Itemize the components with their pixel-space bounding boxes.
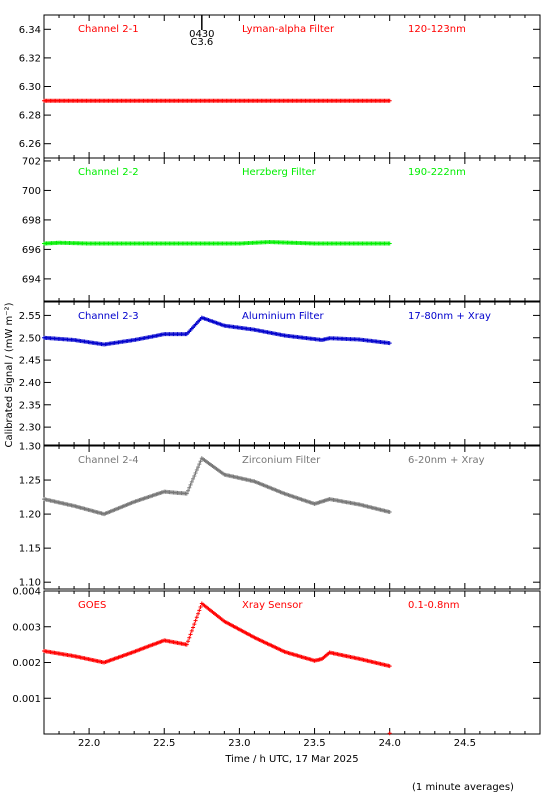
ch24-series	[42, 456, 392, 517]
goes-point	[196, 611, 201, 616]
ch23-label-1: Aluminium Filter	[242, 311, 325, 322]
goes-ytick-label: 0.003	[12, 622, 41, 633]
ch23-ytick-label: 2.55	[19, 311, 41, 322]
ch22-ytick-label: 700	[22, 186, 41, 197]
goes-point	[193, 618, 198, 623]
ch24-point	[197, 462, 202, 467]
ch24-ytick-label: 1.25	[19, 476, 41, 487]
ch24-point	[193, 471, 198, 476]
ch24-point	[198, 459, 203, 464]
goes-point	[192, 622, 197, 627]
ch22-label-0: Channel 2-2	[78, 167, 139, 178]
ch21-ytick-label: 6.32	[19, 53, 41, 64]
ch24-point	[189, 479, 194, 484]
goes-point	[387, 731, 392, 736]
ch22-ytick-label: 696	[22, 245, 41, 256]
ch22-ytick-label: 698	[22, 215, 41, 226]
ch23-series	[42, 315, 392, 347]
ch23-point	[387, 341, 392, 346]
ch24-point	[196, 465, 201, 470]
goes-ytick-label: 0.004	[12, 587, 41, 598]
ch24-label-1: Zirconium Filter	[242, 455, 321, 466]
ch21-label-1: Lyman-alpha Filter	[242, 24, 335, 35]
goes-point	[188, 632, 193, 637]
y-axis-title: Calibrated Signal / (mW m⁻²)	[4, 302, 15, 447]
ch24-point	[194, 468, 199, 473]
ch22-series	[42, 240, 392, 246]
ch22-label-2: 190-222nm	[408, 167, 466, 178]
goes-point	[387, 664, 392, 669]
goes-ytick-label: 0.001	[12, 694, 41, 705]
goes-point	[184, 642, 189, 647]
goes-point	[191, 625, 196, 630]
ch24-point	[186, 488, 191, 493]
goes-ytick-label: 0.002	[12, 658, 41, 669]
ch24-point	[387, 510, 392, 515]
ch22-frame	[43, 157, 541, 302]
ch21-ytick-label: 6.26	[19, 139, 41, 150]
x-tick-label: 24.0	[379, 738, 401, 749]
ch21-ytick-label: 6.30	[19, 82, 41, 93]
ch21-ytick-label: 6.34	[19, 25, 41, 36]
ch24-point	[188, 482, 193, 487]
x-tick-label: 23.0	[228, 738, 250, 749]
goes-point	[186, 639, 191, 644]
ch24-ytick-label: 1.15	[19, 544, 41, 555]
x-tick-label: 23.5	[303, 738, 325, 749]
ch24-point	[191, 476, 196, 481]
ch23-ytick-label: 2.40	[19, 378, 41, 389]
ch24-frame	[43, 445, 541, 590]
ch24-point	[192, 473, 197, 478]
ch21-flare-label: C3.6	[190, 37, 213, 48]
ch21-label-2: 120-123nm	[408, 24, 466, 35]
ch22-ytick-label: 694	[22, 274, 41, 285]
ch23-ytick-label: 2.45	[19, 356, 41, 367]
ch24-ytick-label: 1.20	[19, 510, 41, 521]
goes-label-2: 0.1-0.8nm	[408, 600, 460, 611]
goes-series	[42, 601, 392, 669]
goes-frame	[43, 590, 541, 735]
ch24-point	[187, 485, 192, 490]
ch21-label-0: Channel 2-1	[78, 24, 139, 35]
ch24-label-0: Channel 2-4	[78, 455, 139, 466]
goes-point	[187, 635, 192, 640]
ch24-point	[184, 491, 189, 496]
ch21-ytick-label: 6.28	[19, 111, 41, 122]
goes-point	[197, 608, 202, 613]
ch21-series	[42, 98, 392, 103]
footer-note: (1 minute averages)	[412, 782, 514, 793]
goes-label-0: GOES	[78, 600, 106, 611]
x-axis-title: Time / h UTC, 17 Mar 2025	[224, 754, 358, 765]
ch23-ytick-label: 2.50	[19, 333, 41, 344]
ch21-flare-label: 0430	[189, 29, 214, 40]
goes-point	[198, 604, 203, 609]
ch23-ytick-label: 2.30	[19, 423, 41, 434]
ch22-ytick-label: 702	[22, 156, 41, 167]
x-tick-label: 22.5	[153, 738, 175, 749]
x-tick-label: 24.5	[454, 738, 476, 749]
ch22-point	[387, 241, 392, 246]
ch24-label-2: 6-20nm + Xray	[408, 455, 485, 466]
ch23-label-0: Channel 2-3	[78, 311, 139, 322]
ch23-frame	[43, 301, 541, 446]
ch21-point	[387, 98, 392, 103]
ch24-ytick-label: 1.30	[19, 442, 41, 453]
goes-point	[194, 615, 199, 620]
ch23-ytick-label: 2.35	[19, 400, 41, 411]
goes-label-1: Xray Sensor	[242, 600, 303, 611]
goes-point	[189, 628, 194, 633]
x-tick-label: 22.0	[78, 738, 100, 749]
ch23-label-2: 17-80nm + Xray	[408, 311, 491, 322]
ch21-frame	[43, 14, 541, 159]
ch22-label-1: Herzberg Filter	[242, 167, 317, 178]
ch24-ytick-label: 1.10	[19, 578, 41, 589]
